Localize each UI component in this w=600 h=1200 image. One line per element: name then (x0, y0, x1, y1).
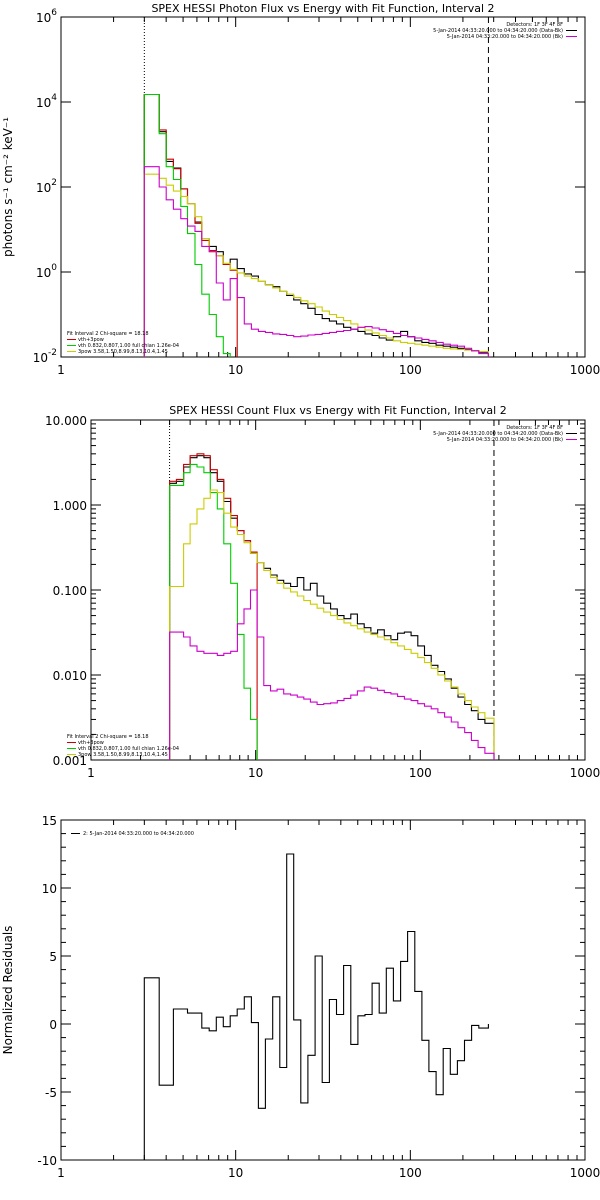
legend-top-right-text: 5-Jan-2014 04:33:20.000 to 04:34:20.000 … (433, 28, 563, 34)
y-tick-label: 10 (42, 882, 57, 896)
series-3pow (169, 489, 495, 760)
y-tick-exp: -2 (48, 348, 57, 358)
x-tick-label: 1 (57, 1166, 65, 1180)
y-tick-label: 0.010 (53, 669, 87, 683)
y-tick-base: 10 (36, 11, 51, 25)
series-vth (143, 93, 238, 357)
y-tick-exp: 2 (51, 178, 57, 188)
y-tick-label: 5 (49, 950, 57, 964)
y-axis-label: Normalized Residuals (1, 926, 15, 1055)
y-tick-base: 10 (36, 181, 51, 195)
y-tick-label: 1.000 (53, 499, 87, 513)
y-tick-label: -5 (45, 1086, 57, 1100)
legend-top-left-text: 2: 5-Jan-2014 04:33:20.000 to 04:34:20.0… (83, 831, 194, 837)
y-tick-label: 0.100 (53, 584, 87, 598)
legend-bottom-left-text: vth 0.832,0.807,1.00 full chian 1.26e-04 (78, 746, 179, 752)
x-tick-label: 10 (228, 1166, 243, 1180)
chart-title: SPEX HESSI Count Flux vs Energy with Fit… (169, 404, 506, 417)
y-tick-label: 10.000 (45, 414, 87, 428)
legend-bottom-left-text: Fit Interval 2 Chi-square = 18.18 (67, 331, 149, 337)
y-tick-label: 0 (49, 1018, 57, 1032)
x-tick-label: 10 (228, 363, 243, 377)
y-axis-label: photons s⁻¹ cm⁻² keV⁻¹ (1, 117, 15, 257)
y-tick-base: 10 (36, 266, 51, 280)
legend-bottom-left-text: 3pow 3.58,1.50,8.99,8.13,10.4,1.45 (78, 349, 168, 355)
y-tick-label: 104 (36, 93, 57, 110)
y-tick-label: 0.001 (53, 754, 87, 768)
legend-bottom-left-text: 3pow 3.58,1.50,8.99,8.13,10.4,1.45 (78, 752, 168, 758)
y-tick-label: 10-2 (33, 348, 57, 365)
series-5-jan-2014-04-33-20-000-to-04-34-20-000-bk (169, 589, 495, 760)
chart-panel-3: 1 10 100 1000 -10 -5 0 5 10 15 Normalized Residual… (1, 814, 600, 1180)
plot-frame (90, 419, 586, 761)
x-tick-label: 1000 (570, 766, 600, 780)
chart-panel-1: SPEX HESSI Photon Flux vs Energy with Fi… (1, 2, 600, 377)
series-2-5-jan-2014-04-33-20-000-to-04-34-20-000 (143, 853, 489, 1160)
chart-title: SPEX HESSI Photon Flux vs Energy with Fi… (151, 2, 494, 15)
legend-bottom-left-text: vth+3pow (78, 337, 104, 343)
legend-top-right-text: 5-Jan-2014 04:33:20.000 to 04:34:20.000 … (447, 34, 563, 40)
x-tick-label: 1000 (570, 363, 600, 377)
series-5-jan-2014-04-33-20-000-to-04-34-20-000-data-bk (143, 93, 489, 357)
chart-panel-2: SPEX HESSI Count Flux vs Energy with Fit… (45, 404, 600, 780)
y-tick-base: 10 (33, 351, 48, 365)
y-tick-label: 106 (36, 8, 57, 25)
x-tick-label: 100 (399, 1166, 422, 1180)
legend-top-right-text: 5-Jan-2014 04:33:20.000 to 04:34:20.000 … (433, 431, 563, 437)
plot-frame (60, 16, 586, 358)
x-tick-label: 100 (399, 363, 422, 377)
series-5-jan-2014-04-33-20-000-to-04-34-20-000-data-bk (169, 455, 495, 760)
y-tick-base: 10 (36, 96, 51, 110)
y-tick-label: -10 (37, 1154, 57, 1168)
legend-bottom-left-text: vth 0.832,0.807,1.00 full chian 1.26e-04 (78, 343, 179, 349)
series-3pow (143, 173, 489, 357)
legend-top-right-text: 5-Jan-2014 04:33:20.000 to 04:34:20.000 … (447, 437, 563, 443)
legend-top-right-text: Detectors: 1F 3F 4F 8F (506, 425, 563, 431)
y-tick-label: 102 (36, 178, 57, 195)
legend-bottom-left-text: Fit Interval 2 Chi-square = 18.18 (67, 734, 149, 740)
y-tick-exp: 4 (51, 93, 57, 103)
x-tick-label: 10 (248, 766, 263, 780)
y-tick-label: 15 (42, 814, 57, 828)
x-tick-label: 100 (409, 766, 432, 780)
y-tick-label: 100 (36, 263, 57, 280)
y-tick-exp: 0 (51, 263, 57, 273)
legend-bottom-left-text: vth+3pow (78, 740, 104, 746)
legend-top-right-text: Detectors: 1F 3F 4F 8F (506, 22, 563, 28)
y-tick-exp: 6 (51, 8, 57, 18)
x-tick-label: 1 (57, 363, 65, 377)
series-5-jan-2014-04-33-20-000-to-04-34-20-000-bk (143, 166, 489, 357)
x-tick-label: 1 (87, 766, 95, 780)
x-tick-label: 1000 (570, 1166, 600, 1180)
plot-frame (60, 819, 586, 1161)
series-vth-3pow (169, 453, 258, 760)
